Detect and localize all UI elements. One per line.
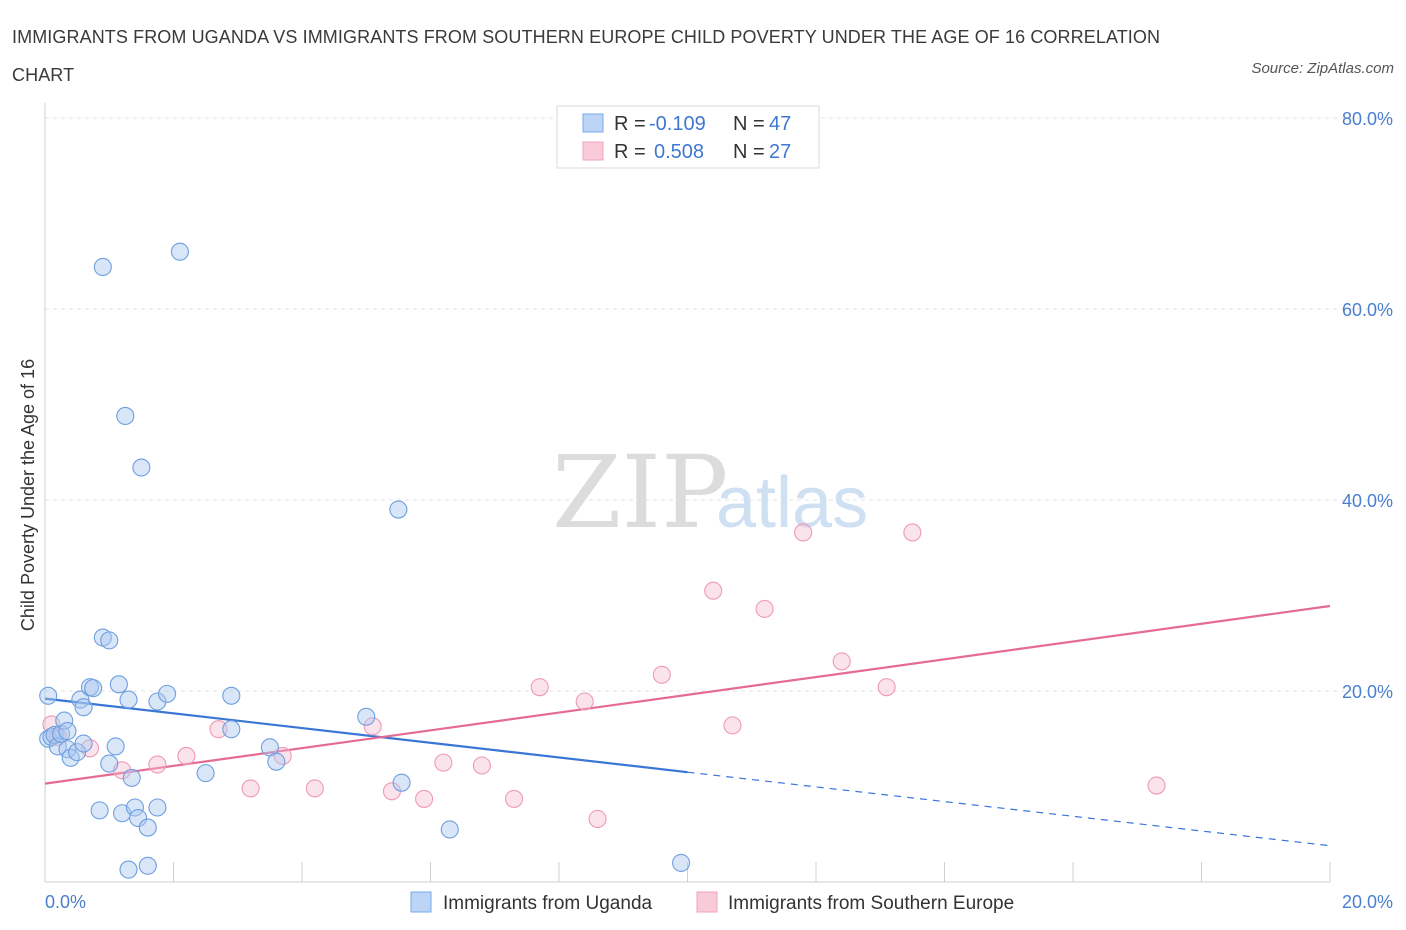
watermark-atlas: atlas — [716, 463, 868, 543]
x-tick-label-max: 20.0% — [1342, 892, 1393, 912]
point-uganda — [58, 722, 77, 741]
legend-bottom-label-southern-europe: Immigrants from Southern Europe — [728, 893, 1014, 914]
point-southern-europe — [209, 720, 228, 739]
point-uganda — [267, 752, 286, 771]
trend-line-southern-europe — [44, 604, 1331, 785]
point-uganda — [132, 458, 151, 477]
point-southern-europe — [877, 678, 896, 697]
point-uganda — [389, 500, 408, 519]
legend-r-value-2: 0.508 — [654, 141, 704, 163]
point-southern-europe — [794, 523, 813, 542]
point-uganda — [148, 798, 167, 817]
y-tick-label: 60.0% — [1342, 300, 1393, 320]
trend-line-uganda-extension — [687, 771, 1331, 847]
point-southern-europe — [704, 581, 723, 600]
point-uganda — [129, 808, 148, 828]
point-uganda — [138, 856, 157, 875]
point-uganda — [119, 690, 138, 709]
axes — [44, 103, 1331, 883]
data-points — [39, 242, 1166, 879]
point-southern-europe — [305, 779, 324, 798]
point-southern-europe — [472, 756, 491, 775]
point-uganda — [440, 820, 459, 839]
point-uganda — [109, 675, 128, 694]
point-uganda — [39, 686, 58, 705]
point-uganda — [100, 754, 119, 773]
point-uganda — [119, 860, 138, 879]
point-uganda — [106, 737, 125, 756]
point-uganda — [672, 853, 691, 872]
point-southern-europe — [1147, 776, 1166, 795]
point-southern-europe — [363, 717, 382, 736]
point-southern-europe — [755, 599, 774, 618]
legend-n-value-2: 27 — [769, 141, 791, 163]
legend-swatch-uganda — [582, 113, 604, 133]
legend-n-value-1: 47 — [769, 113, 791, 135]
legend-top: R = -0.109 N = 47 R = 0.508 N = 27 — [556, 105, 820, 169]
point-uganda — [158, 684, 177, 703]
legend-bottom-swatch-uganda — [410, 891, 432, 913]
legend-bottom: Immigrants from Uganda Immigrants from S… — [410, 891, 1014, 914]
point-uganda — [55, 711, 74, 730]
gridlines — [45, 117, 1392, 692]
point-southern-europe — [434, 753, 453, 772]
point-uganda — [90, 801, 109, 820]
legend-bottom-label-uganda: Immigrants from Uganda — [443, 893, 653, 914]
source-credit: Source: ZipAtlas.com — [1251, 60, 1394, 77]
point-uganda — [357, 707, 376, 726]
point-southern-europe — [575, 692, 594, 711]
point-uganda — [74, 698, 93, 717]
trend-line-uganda — [44, 697, 688, 774]
legend-r-label-1: R = — [614, 113, 646, 135]
point-southern-europe — [832, 652, 851, 671]
chart-title: IMMIGRANTS FROM UGANDA VS IMMIGRANTS FRO… — [12, 27, 1161, 85]
x-tick-label-min: 0.0% — [45, 892, 86, 912]
point-uganda — [392, 773, 411, 792]
legend-r-label-2: R = — [614, 141, 646, 163]
y-axis-label: Child Poverty Under the Age of 16 — [18, 359, 38, 631]
point-southern-europe — [903, 523, 922, 542]
watermark: ZIP atlas — [552, 434, 868, 551]
point-southern-europe — [588, 809, 607, 829]
legend-n-label-1: N = — [733, 113, 765, 135]
point-southern-europe — [415, 789, 434, 808]
point-uganda — [222, 720, 241, 739]
point-uganda — [122, 768, 141, 787]
point-southern-europe — [652, 665, 671, 684]
point-southern-europe — [504, 789, 524, 808]
point-uganda — [100, 631, 119, 650]
trend-lines — [44, 604, 1331, 847]
legend-swatch-southern-europe — [582, 141, 604, 161]
legend-n-label-2: N = — [733, 141, 765, 163]
y-tick-label: 80.0% — [1342, 109, 1393, 129]
point-uganda — [125, 798, 144, 817]
point-southern-europe — [723, 716, 742, 735]
point-southern-europe — [241, 779, 260, 798]
point-uganda — [74, 734, 93, 753]
point-southern-europe — [148, 755, 167, 774]
point-southern-europe — [177, 746, 196, 765]
point-southern-europe — [530, 678, 549, 697]
point-uganda — [196, 764, 215, 783]
watermark-zip: ZIP — [552, 434, 728, 551]
legend-r-value-1: -0.109 — [649, 113, 706, 135]
point-uganda — [93, 257, 112, 277]
point-uganda — [84, 679, 103, 698]
point-uganda — [148, 692, 167, 711]
point-uganda — [116, 406, 135, 426]
y-tick-label: 20.0% — [1342, 682, 1393, 702]
legend-bottom-swatch-southern-europe — [696, 891, 718, 913]
y-tick-label: 40.0% — [1342, 491, 1393, 511]
tick-labels: 20.0% 40.0% 60.0% 80.0% 0.0% 20.0% — [45, 109, 1393, 912]
point-uganda — [138, 818, 157, 837]
point-uganda — [170, 242, 189, 261]
point-uganda — [222, 686, 241, 705]
